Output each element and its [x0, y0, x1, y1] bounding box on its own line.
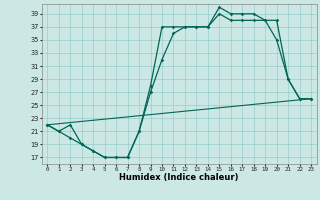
X-axis label: Humidex (Indice chaleur): Humidex (Indice chaleur)	[119, 173, 239, 182]
